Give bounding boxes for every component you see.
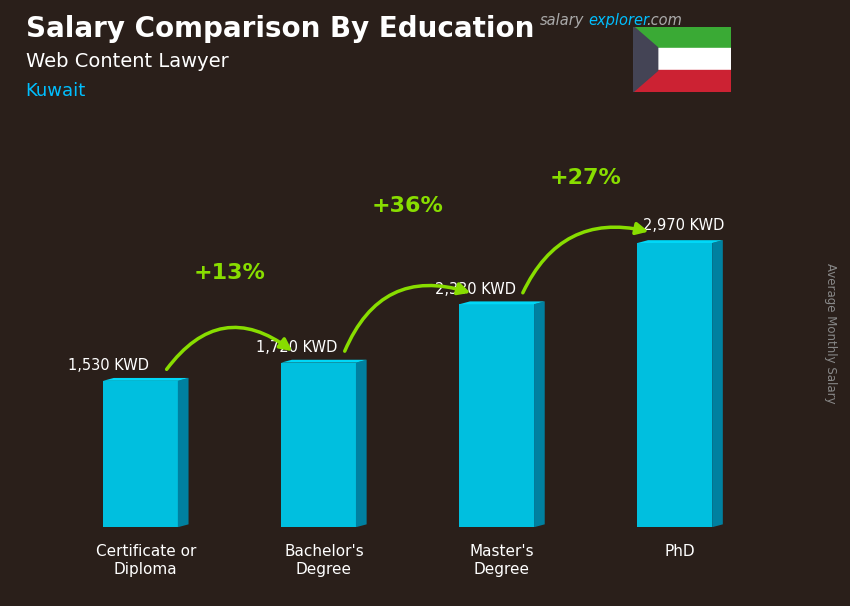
- Bar: [281, 362, 356, 527]
- Text: PhD: PhD: [665, 544, 695, 559]
- FancyArrowPatch shape: [345, 284, 467, 351]
- Text: Average Monthly Salary: Average Monthly Salary: [824, 263, 837, 404]
- Text: explorer: explorer: [588, 13, 649, 28]
- Text: 1,530 KWD: 1,530 KWD: [68, 358, 149, 373]
- Text: Kuwait: Kuwait: [26, 82, 86, 100]
- Polygon shape: [638, 240, 722, 243]
- Bar: [638, 243, 712, 527]
- Text: Salary Comparison By Education: Salary Comparison By Education: [26, 15, 534, 43]
- Text: +27%: +27%: [550, 167, 621, 187]
- Bar: [459, 304, 534, 527]
- Bar: [633, 48, 731, 70]
- Bar: [633, 27, 731, 48]
- Polygon shape: [459, 301, 545, 304]
- Text: .com: .com: [646, 13, 682, 28]
- Text: Certificate or
Diploma: Certificate or Diploma: [95, 544, 196, 577]
- Polygon shape: [356, 360, 366, 527]
- Text: 2,970 KWD: 2,970 KWD: [643, 219, 724, 233]
- Polygon shape: [712, 240, 722, 527]
- Polygon shape: [534, 301, 545, 527]
- Text: salary: salary: [540, 13, 584, 28]
- FancyArrowPatch shape: [523, 224, 645, 293]
- Polygon shape: [103, 378, 189, 381]
- Polygon shape: [178, 378, 189, 527]
- Text: Bachelor's
Degree: Bachelor's Degree: [284, 544, 364, 577]
- Polygon shape: [633, 27, 658, 92]
- Bar: [103, 381, 178, 527]
- Bar: [633, 70, 731, 92]
- Text: +13%: +13%: [194, 263, 265, 283]
- Text: Master's
Degree: Master's Degree: [470, 544, 535, 577]
- Text: 2,330 KWD: 2,330 KWD: [434, 282, 516, 296]
- Text: +36%: +36%: [371, 196, 444, 216]
- FancyArrowPatch shape: [167, 327, 289, 369]
- Polygon shape: [281, 360, 366, 362]
- Text: 1,720 KWD: 1,720 KWD: [257, 340, 337, 355]
- Text: Web Content Lawyer: Web Content Lawyer: [26, 52, 229, 70]
